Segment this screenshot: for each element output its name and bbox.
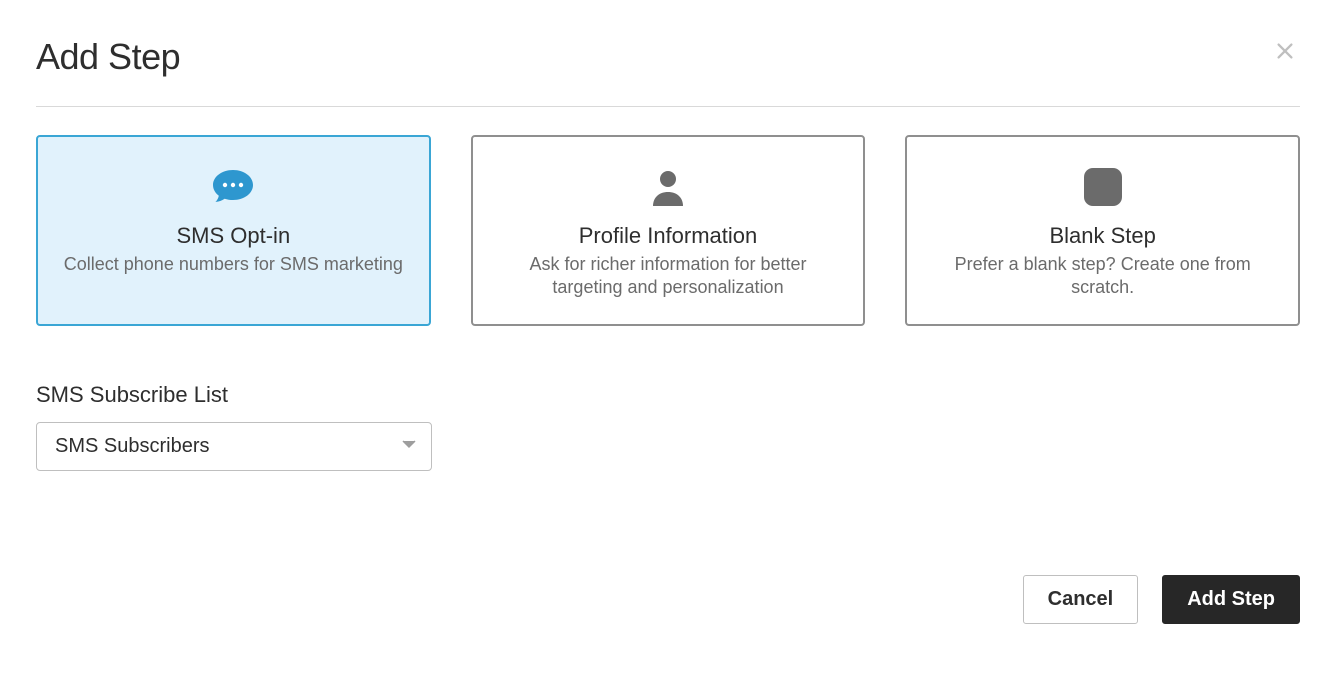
card-description: Ask for richer information for better ta… bbox=[497, 253, 840, 300]
modal-footer: Cancel Add Step bbox=[1023, 575, 1300, 624]
sms-subscribe-list-select[interactable]: SMS Subscribers bbox=[36, 422, 432, 471]
close-icon bbox=[1274, 50, 1296, 65]
card-sms-optin[interactable]: SMS Opt-in Collect phone numbers for SMS… bbox=[36, 135, 431, 326]
sms-subscribe-list-label: SMS Subscribe List bbox=[36, 382, 1300, 408]
modal-header: Add Step bbox=[36, 36, 1300, 107]
card-title: SMS Opt-in bbox=[176, 223, 290, 249]
close-button[interactable] bbox=[1270, 36, 1300, 66]
sms-subscribe-list-select-wrap: SMS Subscribers bbox=[36, 422, 432, 471]
add-step-button[interactable]: Add Step bbox=[1162, 575, 1300, 624]
user-icon bbox=[649, 165, 687, 209]
card-title: Profile Information bbox=[579, 223, 758, 249]
card-description: Collect phone numbers for SMS marketing bbox=[64, 253, 403, 276]
modal-title: Add Step bbox=[36, 36, 180, 78]
cancel-button[interactable]: Cancel bbox=[1023, 575, 1139, 624]
blank-square-icon bbox=[1083, 165, 1123, 209]
card-description: Prefer a blank step? Create one from scr… bbox=[931, 253, 1274, 300]
card-profile-information[interactable]: Profile Information Ask for richer infor… bbox=[471, 135, 866, 326]
card-blank-step[interactable]: Blank Step Prefer a blank step? Create o… bbox=[905, 135, 1300, 326]
chat-bubble-icon bbox=[211, 165, 255, 209]
card-title: Blank Step bbox=[1049, 223, 1155, 249]
select-value: SMS Subscribers bbox=[55, 435, 210, 458]
add-step-modal: Add Step SMS Opt-in Collect phone n bbox=[0, 0, 1336, 507]
sms-subscribe-list-section: SMS Subscribe List SMS Subscribers bbox=[36, 382, 1300, 471]
step-type-cards: SMS Opt-in Collect phone numbers for SMS… bbox=[36, 135, 1300, 326]
